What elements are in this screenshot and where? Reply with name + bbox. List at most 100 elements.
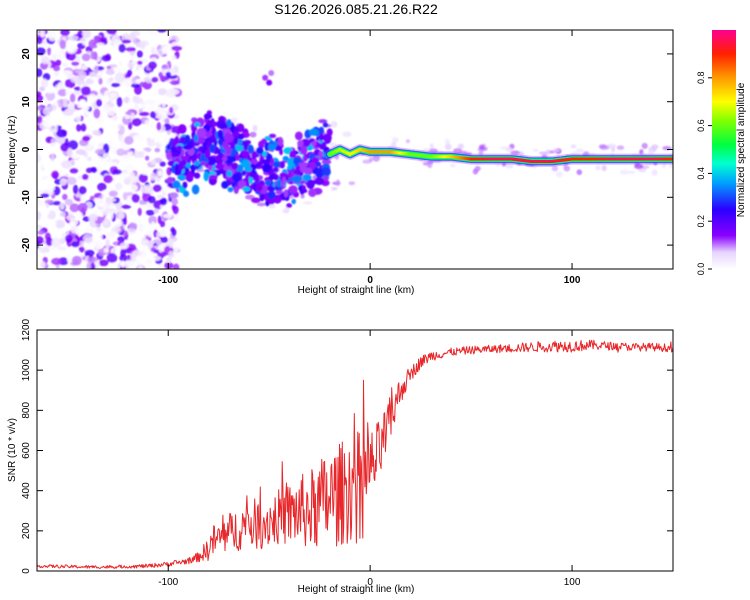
heatmap-noise-blob [162, 184, 170, 193]
heatmap-noise-blob [59, 202, 65, 210]
heatmap-noise-blob [128, 171, 136, 180]
heatmap-noise-blob [123, 177, 133, 185]
heatmap-noise-blob [89, 241, 96, 250]
snr-x-ticks: -100 0 100 [158, 330, 581, 588]
heatmap-isolated-blob [268, 70, 275, 77]
heatmap-noise-blob [119, 242, 129, 250]
heatmap-ridge [324, 144, 673, 167]
heatmap-noise-blob [81, 174, 89, 181]
snr-panel: -100 0 100 0 200 400 600 800 1000 1200 Height of… [7, 318, 674, 595]
heatmap-ridge-blob [272, 161, 281, 168]
heatmap-faint-blob [256, 202, 266, 207]
heatmap-faint-blob [551, 165, 559, 172]
heatmap-noise-blob [38, 243, 48, 248]
colorbar-label: Normalized spectral amplitude [736, 82, 747, 217]
colorbar-tick-label: 0.8 [696, 72, 706, 85]
heatmap-noise-blob [106, 231, 117, 239]
heatmap-ridge-blob [165, 151, 172, 160]
heatmap-faint-blob [372, 154, 381, 162]
heatmap-ridge-blob [262, 163, 272, 173]
heatmap-ridge-blob [322, 167, 331, 177]
heatmap-faint-blob [474, 165, 481, 172]
heatmap-noise-blob [66, 52, 77, 61]
heatmap-faint-blob [252, 124, 258, 132]
heatmap-noise-blob [103, 174, 113, 184]
heatmap-noise-blob [69, 93, 76, 103]
heatmap-noise-blob [116, 148, 126, 156]
heatmap-noise-blob [111, 227, 121, 233]
heatmap-noise-blob [169, 192, 179, 199]
heatmap-faint-blob [429, 143, 434, 150]
heatmap-noise-blob [51, 170, 60, 179]
heatmap-ridge-blob [254, 173, 259, 184]
heatmap-ridge-blob [184, 134, 191, 145]
heatmap-faint-blob [459, 150, 467, 154]
heatmap-noise-blob [138, 136, 144, 144]
heatmap-ridge-blob [268, 174, 277, 180]
heatmap-noise-blob [37, 106, 43, 111]
heatmap-noise-blob [67, 35, 79, 41]
heatmap-noise-blob [62, 193, 68, 201]
heatmap-noise-blob [157, 88, 168, 96]
heatmap-noise-blob [108, 190, 118, 197]
heatmap-noise-blob [115, 182, 123, 191]
heatmap-ridge-blob [171, 141, 177, 147]
heatmap-noise-blob [53, 124, 58, 133]
heatmap-noise-blob [96, 175, 104, 180]
heatmap-ridge-blob [268, 143, 276, 151]
heatmap-faint-blob [641, 142, 648, 149]
snr-y-tick-label: 0 [21, 568, 32, 574]
heatmap-ridge-blob [282, 155, 289, 162]
heatmap-ridge-blob [291, 175, 302, 184]
heatmap-noise-blob [82, 233, 93, 243]
heatmap-ridge-blob [241, 150, 250, 158]
heatmap-noise-blob [139, 81, 145, 88]
heatmap-faint-blob [335, 179, 340, 187]
heatmap-ridge-blob [217, 138, 224, 146]
heatmap-ridge-blob [275, 190, 283, 195]
heatmap-ridge-blob [276, 180, 282, 188]
heatmap-ridge-blob [277, 136, 284, 147]
heatmap-faint-blob [428, 148, 439, 154]
heatmap-faint-blob [342, 131, 352, 138]
heatmap-noise-blob [133, 150, 140, 159]
heatmap-ridge-blob [190, 164, 196, 174]
heatmap-noise-blob [81, 64, 89, 71]
heatmap-noise-blob [158, 244, 164, 253]
heatmap-ridge-blob [203, 113, 213, 120]
heatmap-noise-blob [174, 220, 182, 229]
heatmap-faint-blob [552, 148, 560, 153]
heatmap-noise-blob [150, 221, 156, 230]
heatmap-noise-blob [128, 222, 138, 230]
heatmap-noise-blob [145, 209, 155, 216]
heatmap-ridge-blob [196, 135, 206, 144]
heatmap-noise-blob [92, 129, 102, 136]
heatmap-noise-blob [107, 161, 118, 167]
heatmap-noise-blob [68, 103, 75, 110]
heatmap-ridge-blob [180, 155, 190, 162]
heatmap-ridge-blob [245, 174, 250, 179]
heatmap-noise-blob [70, 75, 81, 84]
heatmap-noise-blob [80, 86, 91, 96]
heatmap-faint-blob [668, 163, 673, 169]
heatmap-noise-blob [131, 193, 140, 203]
heatmap-faint-blob [538, 151, 548, 155]
heatmap-noise-blob [106, 30, 117, 35]
heatmap-noise-blob [159, 220, 166, 228]
heatmap-x-ticks: -100 0 100 [158, 30, 581, 286]
heatmap-ridge-blob [200, 161, 208, 166]
heatmap-noise-blob [67, 254, 72, 264]
heatmap-faint-blob [457, 143, 465, 150]
heatmap-ridge-blob [262, 151, 267, 157]
heatmap-noise-blob [141, 42, 146, 50]
heatmap-noise-blob [65, 87, 71, 97]
heatmap-cells [37, 30, 673, 269]
heatmap-noise-blob [127, 151, 134, 159]
heatmap-noise-blob [81, 53, 91, 62]
heatmap-noise-blob [77, 30, 84, 40]
heatmap-noise-blob [76, 228, 87, 235]
heatmap-noise-blob [81, 30, 92, 39]
snr-y-tick-label: 200 [21, 522, 32, 539]
